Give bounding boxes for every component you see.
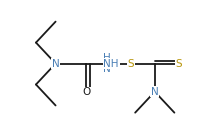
Text: S: S <box>128 59 134 69</box>
Text: NH: NH <box>103 59 119 69</box>
Text: O: O <box>82 87 90 97</box>
Text: N: N <box>52 59 60 69</box>
Text: N: N <box>151 87 159 97</box>
Text: S: S <box>175 59 182 69</box>
Text: H
N: H N <box>103 53 111 74</box>
